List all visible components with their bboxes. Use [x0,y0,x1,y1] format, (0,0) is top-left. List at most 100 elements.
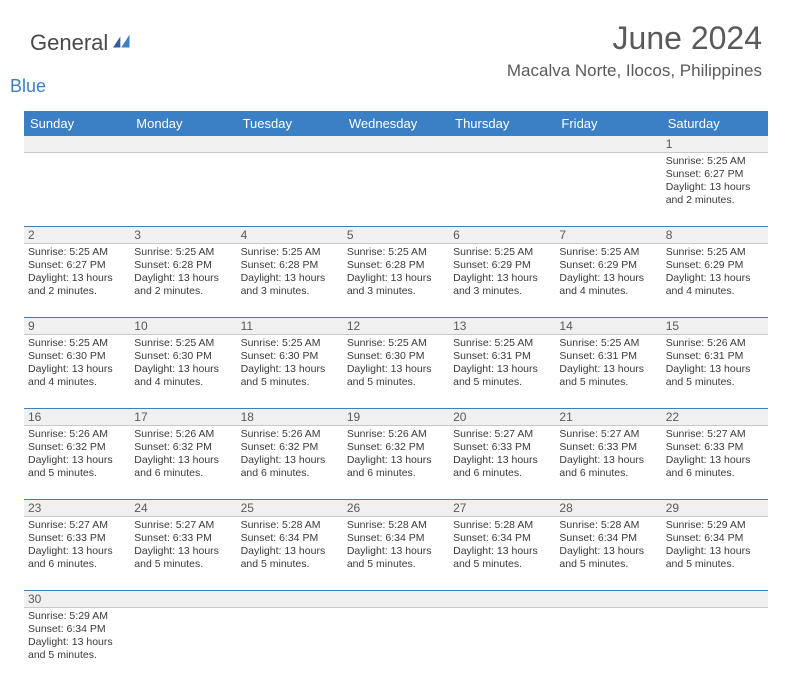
sunset-line: Sunset: 6:29 PM [559,259,657,272]
weekday-header: Monday [130,111,236,136]
daynum-cell: 26 [343,500,449,517]
daynum-cell: 25 [237,500,343,517]
calendar-week-row: Sunrise: 5:26 AMSunset: 6:32 PMDaylight:… [24,426,768,500]
calendar-cell: Sunrise: 5:25 AMSunset: 6:30 PMDaylight:… [130,335,236,409]
sunrise-line: Sunrise: 5:26 AM [134,428,232,441]
daynum-row: 30 [24,591,768,608]
calendar-cell: Sunrise: 5:25 AMSunset: 6:29 PMDaylight:… [449,244,555,318]
sunset-line: Sunset: 6:27 PM [666,168,764,181]
calendar-cell: Sunrise: 5:27 AMSunset: 6:33 PMDaylight:… [662,426,768,500]
logo-text-wrap: General Blue [30,30,135,97]
daylight-line: Daylight: 13 hours and 5 minutes. [559,363,657,389]
calendar-cell: Sunrise: 5:25 AMSunset: 6:31 PMDaylight:… [555,335,661,409]
calendar-week-row: Sunrise: 5:25 AMSunset: 6:27 PMDaylight:… [24,153,768,227]
daylight-line: Daylight: 13 hours and 4 minutes. [28,363,126,389]
daylight-line: Daylight: 13 hours and 5 minutes. [28,636,126,662]
sunrise-line: Sunrise: 5:28 AM [453,519,551,532]
calendar-cell: Sunrise: 5:25 AMSunset: 6:29 PMDaylight:… [555,244,661,318]
daylight-line: Daylight: 13 hours and 5 minutes. [134,545,232,571]
calendar-week-row: Sunrise: 5:25 AMSunset: 6:27 PMDaylight:… [24,244,768,318]
daynum-cell: 12 [343,318,449,335]
daynum-cell: 28 [555,500,661,517]
daylight-line: Daylight: 13 hours and 5 minutes. [559,545,657,571]
daylight-line: Daylight: 13 hours and 6 minutes. [241,454,339,480]
calendar-cell [662,608,768,682]
calendar-cell: Sunrise: 5:26 AMSunset: 6:32 PMDaylight:… [24,426,130,500]
daynum-row: 2345678 [24,227,768,244]
daylight-line: Daylight: 13 hours and 6 minutes. [134,454,232,480]
calendar-cell: Sunrise: 5:28 AMSunset: 6:34 PMDaylight:… [555,517,661,591]
daynum-cell [24,136,130,153]
daynum-cell: 13 [449,318,555,335]
daylight-line: Daylight: 13 hours and 4 minutes. [559,272,657,298]
sunset-line: Sunset: 6:31 PM [453,350,551,363]
daylight-line: Daylight: 13 hours and 5 minutes. [666,363,764,389]
sunset-line: Sunset: 6:28 PM [347,259,445,272]
daynum-cell: 1 [662,136,768,153]
sunrise-line: Sunrise: 5:27 AM [134,519,232,532]
calendar-cell: Sunrise: 5:25 AMSunset: 6:28 PMDaylight:… [237,244,343,318]
sunset-line: Sunset: 6:30 PM [347,350,445,363]
sunrise-line: Sunrise: 5:26 AM [28,428,126,441]
calendar-cell: Sunrise: 5:25 AMSunset: 6:28 PMDaylight:… [130,244,236,318]
daylight-line: Daylight: 13 hours and 2 minutes. [28,272,126,298]
sunrise-line: Sunrise: 5:25 AM [241,246,339,259]
sunset-line: Sunset: 6:34 PM [28,623,126,636]
daylight-line: Daylight: 13 hours and 5 minutes. [666,545,764,571]
calendar-cell: Sunrise: 5:26 AMSunset: 6:32 PMDaylight:… [237,426,343,500]
daynum-cell [343,591,449,608]
sunrise-line: Sunrise: 5:25 AM [453,337,551,350]
daynum-cell [555,591,661,608]
calendar-cell: Sunrise: 5:25 AMSunset: 6:27 PMDaylight:… [662,153,768,227]
sunrise-line: Sunrise: 5:26 AM [347,428,445,441]
daylight-line: Daylight: 13 hours and 6 minutes. [559,454,657,480]
daynum-cell: 3 [130,227,236,244]
calendar-cell [555,153,661,227]
calendar-cell: Sunrise: 5:25 AMSunset: 6:27 PMDaylight:… [24,244,130,318]
calendar-week-row: Sunrise: 5:29 AMSunset: 6:34 PMDaylight:… [24,608,768,682]
sunrise-line: Sunrise: 5:25 AM [28,246,126,259]
calendar-cell [130,608,236,682]
sunset-line: Sunset: 6:34 PM [666,532,764,545]
daynum-cell [662,591,768,608]
daylight-line: Daylight: 13 hours and 3 minutes. [453,272,551,298]
sunrise-line: Sunrise: 5:27 AM [28,519,126,532]
calendar-cell [237,608,343,682]
calendar-week-row: Sunrise: 5:25 AMSunset: 6:30 PMDaylight:… [24,335,768,409]
sunset-line: Sunset: 6:32 PM [28,441,126,454]
daynum-cell: 16 [24,409,130,426]
sunset-line: Sunset: 6:33 PM [559,441,657,454]
sunset-line: Sunset: 6:31 PM [666,350,764,363]
sunrise-line: Sunrise: 5:26 AM [241,428,339,441]
sunrise-line: Sunrise: 5:25 AM [347,246,445,259]
calendar-cell [130,153,236,227]
flag-icon [113,34,135,50]
daynum-cell: 10 [130,318,236,335]
calendar-cell: Sunrise: 5:29 AMSunset: 6:34 PMDaylight:… [662,517,768,591]
sunrise-line: Sunrise: 5:25 AM [559,337,657,350]
calendar-cell [449,608,555,682]
sunrise-line: Sunrise: 5:27 AM [453,428,551,441]
daynum-cell: 20 [449,409,555,426]
calendar-cell: Sunrise: 5:27 AMSunset: 6:33 PMDaylight:… [24,517,130,591]
daylight-line: Daylight: 13 hours and 5 minutes. [453,363,551,389]
header: General Blue June 2024 Macalva Norte, Il… [0,0,792,105]
sunset-line: Sunset: 6:30 PM [134,350,232,363]
location-text: Macalva Norte, Ilocos, Philippines [507,61,762,81]
weekday-header: Saturday [662,111,768,136]
sunset-line: Sunset: 6:27 PM [28,259,126,272]
daylight-line: Daylight: 13 hours and 6 minutes. [28,545,126,571]
weekday-header: Friday [555,111,661,136]
daylight-line: Daylight: 13 hours and 4 minutes. [666,272,764,298]
daynum-cell: 21 [555,409,661,426]
calendar-cell [343,153,449,227]
sunset-line: Sunset: 6:28 PM [241,259,339,272]
calendar-cell: Sunrise: 5:26 AMSunset: 6:31 PMDaylight:… [662,335,768,409]
daylight-line: Daylight: 13 hours and 5 minutes. [347,363,445,389]
sunset-line: Sunset: 6:32 PM [241,441,339,454]
daynum-cell: 22 [662,409,768,426]
daylight-line: Daylight: 13 hours and 2 minutes. [666,181,764,207]
daynum-cell: 30 [24,591,130,608]
logo: General Blue [30,30,135,97]
daynum-cell: 4 [237,227,343,244]
